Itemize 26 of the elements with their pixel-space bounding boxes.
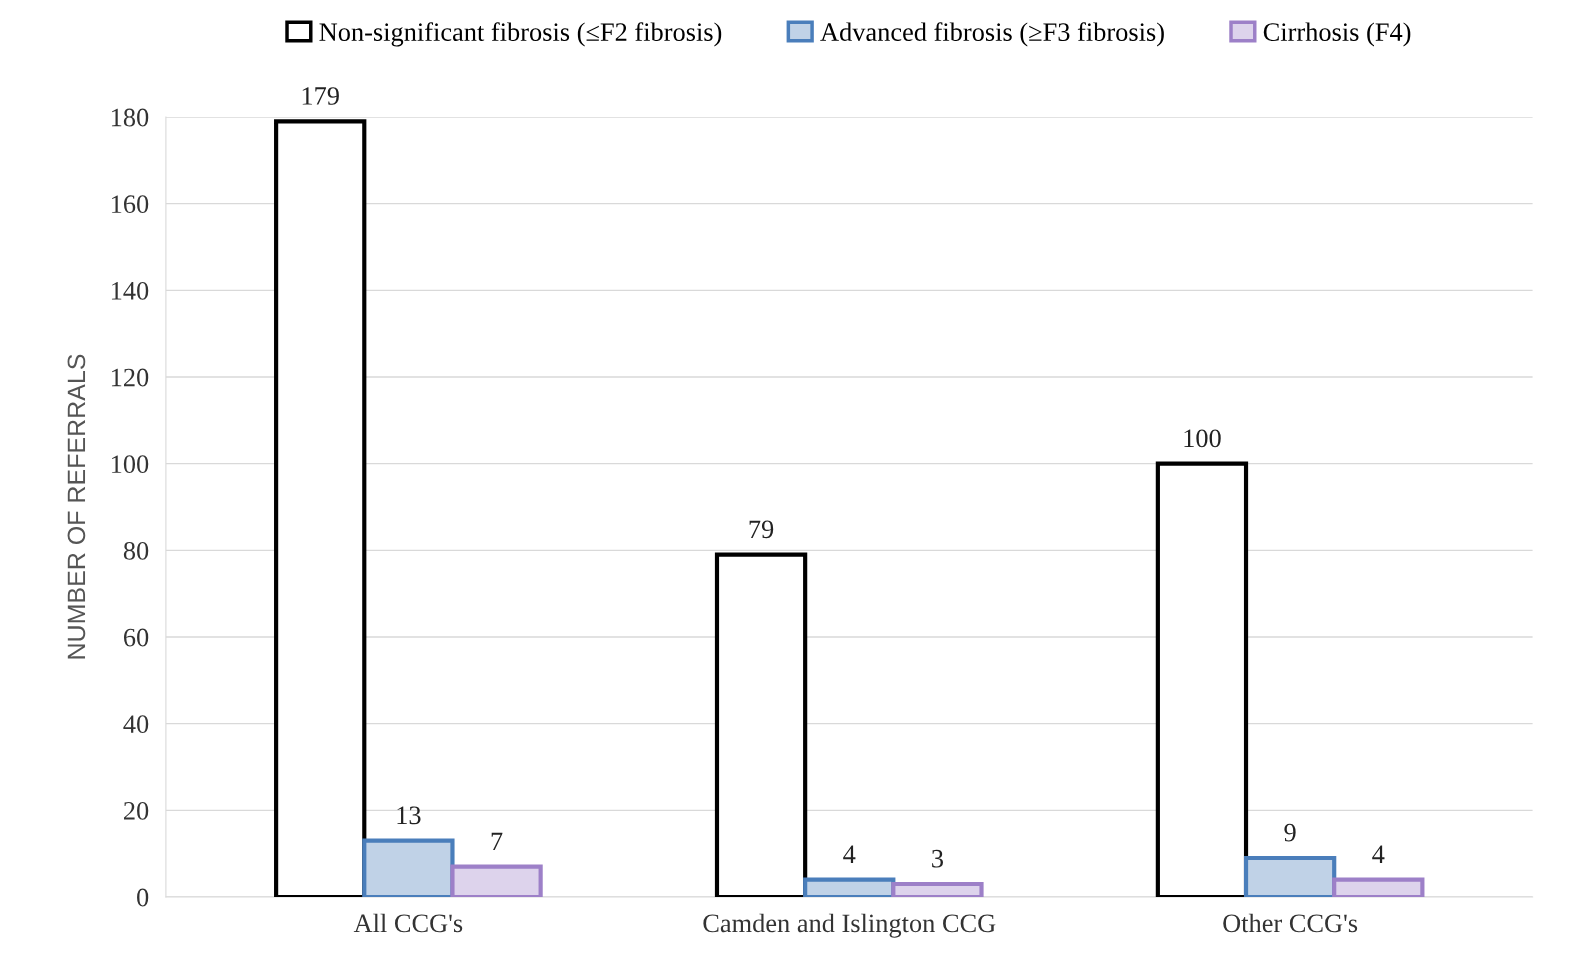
data-label: 13: [397, 806, 421, 825]
y-tick-label: 60: [123, 628, 149, 647]
legend-label: Non-significant fibrosis (≤F2 fibrosis): [319, 22, 722, 47]
y-tick-label: 120: [111, 368, 149, 387]
legend-label: Cirrhosis (F4): [1263, 22, 1411, 47]
x-tick-label: All CCG's: [353, 913, 463, 933]
y-axis-title: NUMBER OF REFERRALS: [67, 354, 86, 659]
x-tick-label: Other CCG's: [1223, 913, 1358, 933]
legend-label: Advanced fibrosis (≥F3 fibrosis): [820, 22, 1164, 47]
x-tick-label: Camden and Islington CCG: [703, 913, 996, 938]
data-label: 9: [1284, 823, 1296, 842]
y-tick-label: 40: [123, 715, 149, 734]
y-tick-label: 0: [137, 888, 149, 907]
data-label: 4: [843, 845, 856, 863]
data-label: 4: [1372, 845, 1385, 863]
data-label: 79: [749, 520, 774, 539]
data-label: 179: [302, 87, 339, 105]
data-label: 3: [932, 849, 943, 868]
y-tick-label: 100: [111, 455, 149, 474]
y-tick-label: 20: [124, 801, 149, 820]
y-tick-label: 80: [123, 541, 149, 560]
data-label: 7: [491, 832, 503, 850]
y-tick-label: 180: [111, 108, 149, 127]
data-label: 100: [1184, 429, 1221, 448]
y-tick-label: 160: [111, 195, 149, 214]
y-tick-label: 140: [111, 281, 149, 300]
